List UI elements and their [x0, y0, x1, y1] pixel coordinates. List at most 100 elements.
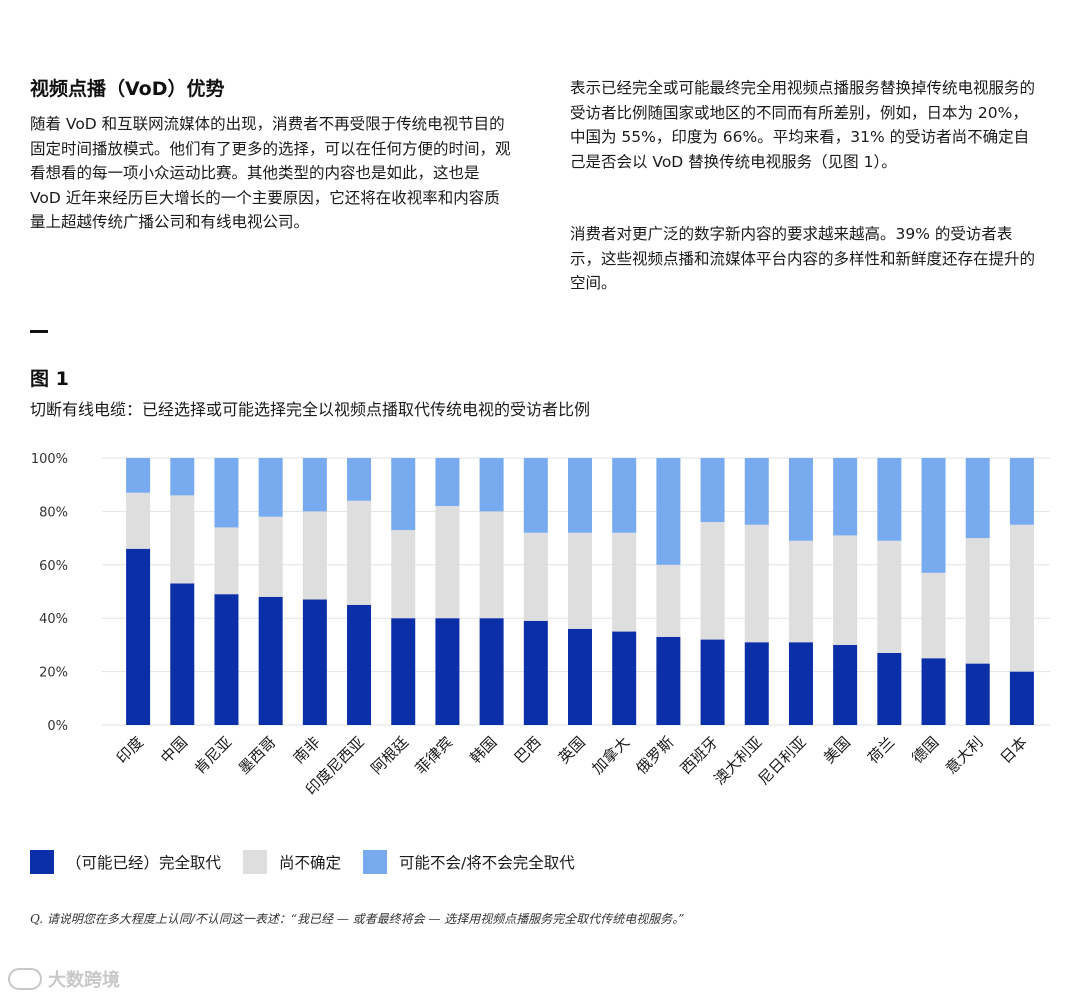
x-tick-label: 墨西哥	[235, 733, 280, 778]
y-tick-label: 60%	[39, 559, 68, 574]
x-tick-label: 美国	[820, 733, 854, 767]
x-tick-label: 印度	[113, 733, 147, 767]
y-tick-label: 100%	[31, 452, 68, 467]
bar-segment-replaced	[833, 644, 858, 725]
legend-item-unsure: 尚不确定	[243, 850, 341, 874]
bar-segment-not-replace	[833, 458, 858, 536]
x-tick-label: 肯尼亚	[191, 733, 236, 778]
bar-segment-not-replace	[347, 458, 372, 501]
bar-segment-replaced	[435, 618, 460, 725]
bar-segment-unsure	[568, 532, 592, 629]
bar-segment-replaced	[479, 618, 504, 725]
bar-segment-replaced	[523, 620, 548, 725]
x-tick-label: 菲律宾	[412, 733, 457, 778]
y-tick-label: 40%	[39, 612, 68, 627]
x-tick-label: 意大利	[942, 733, 987, 778]
bar-segment-not-replace	[214, 458, 239, 528]
bar-segment-unsure	[612, 532, 637, 632]
bar-segment-unsure	[214, 527, 239, 595]
right-paragraph-2: 消费者对更广泛的数字新内容的要求越来越高。39% 的受访者表示，这些视频点播和流…	[570, 225, 1036, 292]
bar-segment-unsure	[435, 506, 460, 619]
figure-footnote: Q. 请说明您在多大程度上认同/不认同这一表述：“我已经 — 或者最终将会 — …	[30, 912, 685, 926]
bar-segment-replaced	[214, 594, 239, 725]
x-tick-label: 日本	[997, 733, 1031, 767]
bar-segment-not-replace	[612, 458, 637, 533]
bar-segment-unsure	[744, 524, 769, 643]
bar-segment-not-replace	[523, 458, 548, 533]
bar-segment-not-replace	[391, 458, 416, 531]
bar-segment-unsure	[391, 530, 416, 619]
bar-segment-replaced	[302, 599, 327, 725]
x-tick-label: 中国	[157, 733, 191, 767]
legend-item-replaced: （可能已经）完全取代	[30, 850, 221, 874]
x-tick-label: 澳大利亚	[710, 733, 765, 788]
bar-segment-unsure	[170, 495, 195, 584]
section-divider	[30, 330, 48, 333]
legend-label-unsure: 尚不确定	[279, 854, 342, 872]
bar-segment-replaced	[788, 642, 813, 725]
bar-segment-replaced	[700, 639, 725, 725]
bar-segment-unsure	[788, 540, 813, 643]
legend-swatch-unsure	[243, 850, 268, 874]
bar-segment-unsure	[126, 492, 151, 549]
bar-segment-unsure	[258, 516, 283, 597]
bar-segment-unsure	[833, 535, 858, 645]
y-tick-label: 80%	[39, 505, 68, 520]
x-tick-label: 南非	[290, 733, 324, 767]
bar-segment-unsure	[877, 540, 902, 653]
figure-label: 图 1	[30, 368, 69, 390]
bar-segment-unsure	[1009, 524, 1034, 672]
x-tick-label: 巴西	[511, 733, 545, 767]
bar-segment-unsure	[921, 572, 946, 659]
bar-segment-not-replace	[479, 458, 504, 512]
x-tick-label: 尼日利亚	[755, 733, 810, 788]
x-tick-label: 加拿大	[588, 733, 633, 778]
bar-segment-unsure	[700, 522, 725, 640]
bar-segment-replaced	[170, 583, 195, 725]
bar-segment-not-replace	[435, 458, 460, 507]
chart-legend: （可能已经）完全取代 尚不确定 可能不会/将不会完全取代	[30, 850, 597, 874]
bar-segment-not-replace	[788, 458, 813, 541]
bar-segment-not-replace	[965, 458, 990, 539]
bar-segment-not-replace	[656, 458, 681, 565]
bar-segment-not-replace	[877, 458, 902, 541]
bar-segment-replaced	[391, 618, 416, 725]
bar-segment-not-replace	[126, 458, 151, 493]
bar-segment-not-replace	[568, 458, 592, 533]
y-tick-label: 20%	[39, 666, 68, 681]
x-tick-label: 阿根廷	[368, 733, 413, 778]
legend-label-replaced: （可能已经）完全取代	[66, 854, 222, 872]
x-tick-label: 俄罗斯	[633, 733, 678, 778]
section-heading: 视频点播（VoD）优势	[30, 78, 225, 100]
bar-segment-not-replace	[744, 458, 769, 525]
figure-subtitle: 切断有线电缆：已经选择或可能选择完全以视频点播取代传统电视的受访者比例	[30, 400, 591, 419]
bar-segment-replaced	[965, 663, 990, 725]
x-tick-label: 英国	[555, 733, 589, 767]
bar-segment-unsure	[302, 511, 327, 600]
bar-segment-not-replace	[170, 458, 195, 496]
watermark-text: 大数跨境	[48, 970, 120, 991]
bar-segment-replaced	[258, 596, 283, 725]
bar-segment-replaced	[347, 604, 372, 725]
bar-segment-replaced	[744, 642, 769, 725]
left-paragraph: 随着 VoD 和互联网流媒体的出现，消费者不再受限于传统电视节目的固定时间播放模…	[30, 115, 511, 231]
watermark-logo-icon	[8, 968, 42, 990]
bar-segment-replaced	[612, 631, 637, 725]
bar-segment-unsure	[523, 532, 548, 621]
bar-segment-not-replace	[1009, 458, 1034, 525]
bar-segment-not-replace	[921, 458, 946, 573]
bar-segment-not-replace	[700, 458, 725, 523]
bar-segment-not-replace	[302, 458, 327, 512]
bar-segment-replaced	[126, 548, 151, 725]
legend-label-not-replace: 可能不会/将不会完全取代	[399, 854, 575, 872]
bar-segment-unsure	[656, 564, 681, 637]
bar-segment-unsure	[479, 511, 504, 619]
bar-segment-replaced	[921, 658, 946, 725]
bar-segment-replaced	[568, 628, 592, 725]
legend-item-not-replace: 可能不会/将不会完全取代	[363, 850, 575, 874]
right-paragraph-1: 表示已经完全或可能最终完全用视频点播服务替换掉传统电视服务的受访者比例随国家或地…	[570, 79, 1036, 171]
legend-swatch-not-replace	[363, 850, 388, 874]
bar-segment-replaced	[1009, 671, 1034, 725]
bar-segment-replaced	[656, 636, 681, 725]
